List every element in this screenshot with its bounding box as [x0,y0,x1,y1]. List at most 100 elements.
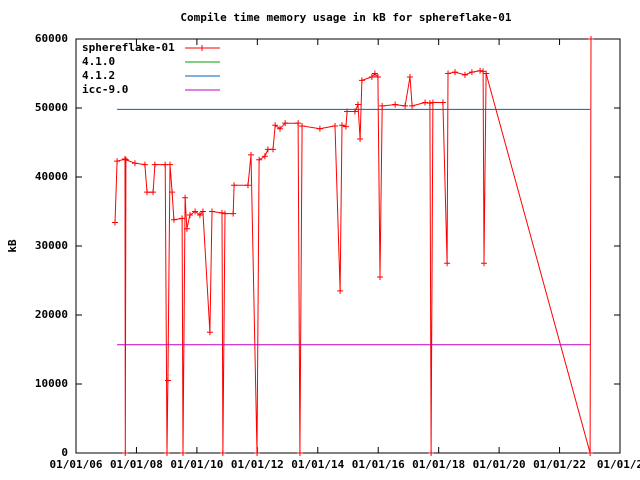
series-line [114,38,592,454]
y-axis-label: kB [6,239,19,253]
point-marker [357,136,364,143]
point-marker [445,70,452,77]
point-marker [277,125,283,132]
point-marker [230,210,237,217]
point-marker [150,189,157,196]
point-marker [170,216,177,223]
point-marker [122,450,129,456]
point-marker [374,73,381,80]
y-tick-label: 20000 [35,308,68,321]
point-marker [131,160,138,167]
point-marker [244,182,251,189]
legend-label: 4.1.2 [82,69,115,82]
x-tick-label: 01/01/10 [170,458,223,471]
point-marker [299,122,306,129]
point-marker [338,122,345,129]
y-tick-label: 50000 [35,101,68,114]
point-marker [439,99,446,106]
point-marker [461,71,468,78]
point-marker [166,161,173,168]
point-marker [151,161,158,168]
x-tick-label: 01/01/08 [110,458,163,471]
point-marker [316,125,323,132]
point-marker [358,77,365,84]
point-marker [332,122,339,129]
legend-label: icc-9.0 [82,83,128,96]
point-marker [406,73,413,80]
point-marker [264,146,271,153]
x-tick-label: 01/01/18 [412,458,465,471]
point-marker [183,225,190,232]
x-tick-label: 01/01/20 [473,458,526,471]
point-marker [477,67,484,74]
chart-title: Compile time memory usage in kB for sphe… [180,11,512,24]
point-marker [426,100,433,107]
point-marker [206,329,213,336]
point-marker [179,215,186,222]
point-marker [121,156,128,163]
point-marker [199,208,206,215]
point-marker [342,123,349,130]
point-marker [231,182,238,189]
legend-label: 4.1.0 [82,55,115,68]
x-tick-label: 01/01/12 [231,458,284,471]
point-marker [483,70,490,77]
x-tick-label: 01/01/2 [597,458,640,471]
point-marker [141,161,148,168]
y-tick-label: 40000 [35,170,68,183]
point-marker [179,450,186,456]
point-marker [409,102,416,109]
point-marker [221,210,228,217]
point-marker [295,120,302,127]
x-tick-label: 01/01/16 [352,458,405,471]
point-marker [164,377,171,384]
x-tick-label: 01/01/14 [291,458,344,471]
point-marker [114,158,121,165]
point-marker [428,450,435,456]
point-marker [247,151,254,158]
point-marker [169,189,176,196]
plot-frame [75,38,621,454]
point-marker [218,209,225,216]
point-marker [296,450,303,456]
point-marker [192,208,199,215]
point-marker [196,211,203,218]
point-marker [272,122,279,129]
point-marker [254,450,261,456]
point-marker [182,194,189,201]
point-marker [377,274,384,281]
point-marker [111,219,118,226]
point-marker [219,450,226,456]
x-tick-label: 01/01/06 [50,458,103,471]
point-marker [163,450,170,456]
point-marker [282,120,289,127]
point-marker [480,68,487,75]
point-marker [392,101,399,108]
point-marker [368,73,375,80]
point-marker [122,156,129,163]
point-marker [468,69,475,76]
y-tick-label: 10000 [35,377,68,390]
point-marker [481,260,487,267]
x-tick-label: 01/01/22 [533,458,586,471]
point-marker [354,101,361,108]
legend-marker [199,45,205,51]
point-marker [186,211,193,218]
point-marker [379,102,386,109]
y-tick-label: 60000 [35,32,68,45]
point-marker [451,69,458,76]
point-marker [144,189,151,196]
point-marker [270,146,277,153]
point-marker [429,99,436,106]
point-marker [422,99,429,106]
point-marker [402,102,409,109]
point-marker [256,156,263,163]
y-tick-label: 30000 [35,239,68,252]
point-marker [587,36,594,42]
point-marker [371,70,378,77]
point-marker [337,287,344,294]
point-marker [209,208,215,215]
point-marker [587,450,594,456]
point-marker [261,153,268,160]
